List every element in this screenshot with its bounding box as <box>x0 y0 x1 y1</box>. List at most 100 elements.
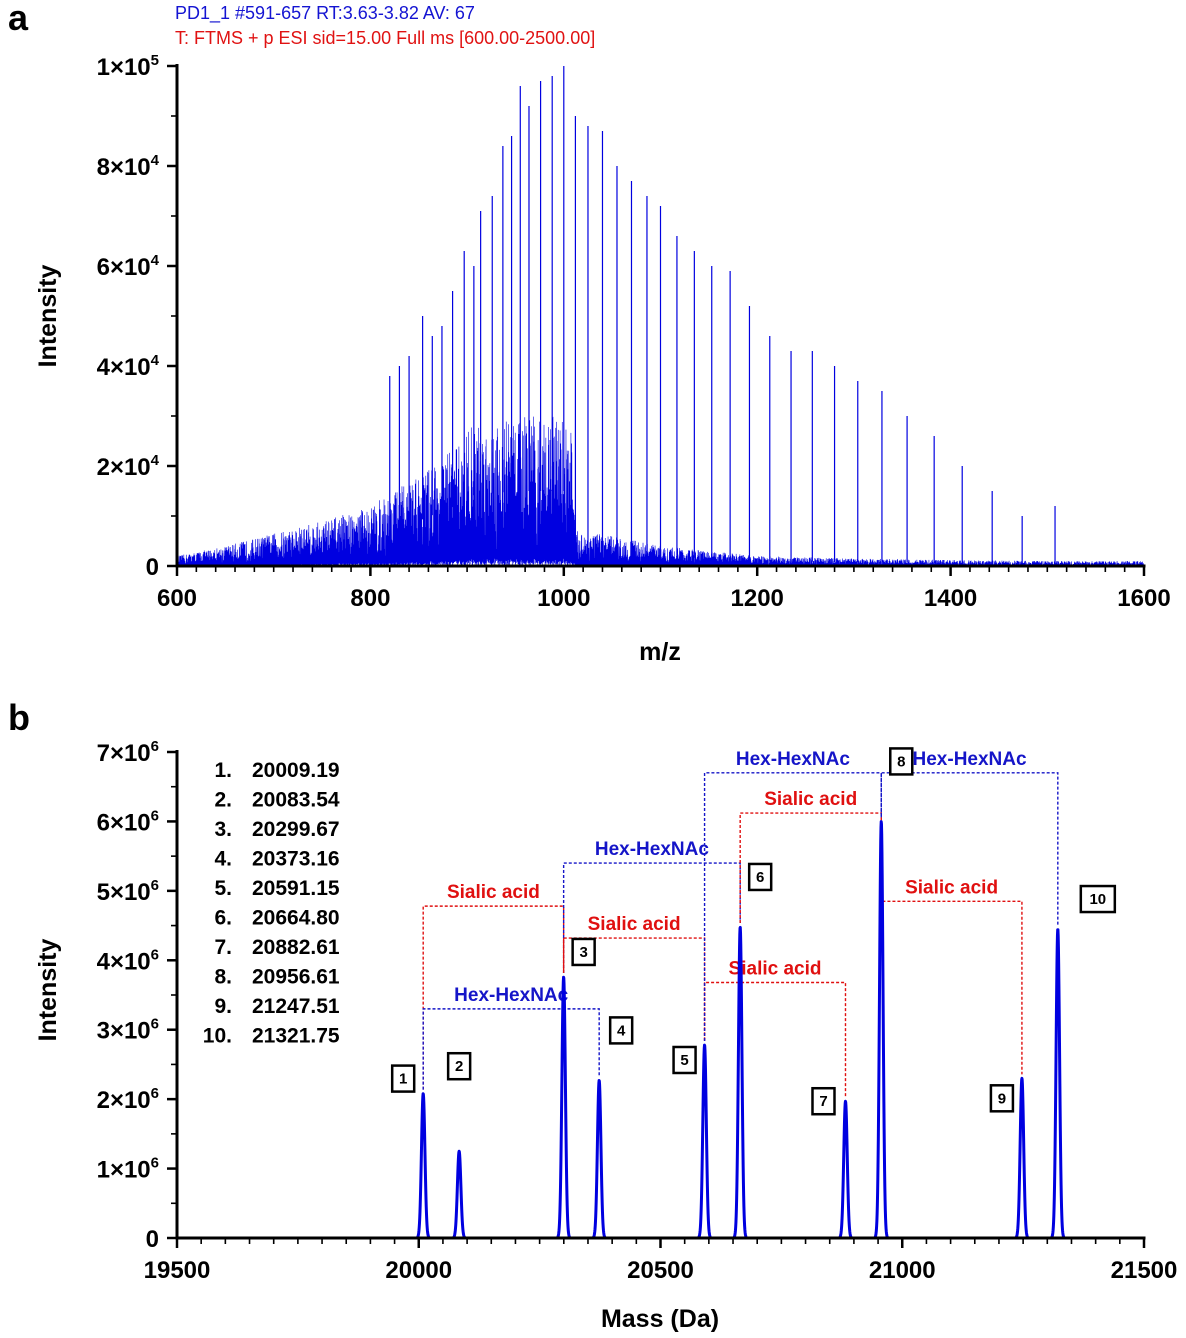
legend-mass: 20664.80 <box>252 907 340 930</box>
panel-b-peak-labels: 1 2 3 4 5 6 7 8 9 10 <box>390 747 1117 1116</box>
panel-b-letter: b <box>8 697 30 738</box>
legend-index: 5. <box>214 877 232 900</box>
peak-label-number: 8 <box>897 753 905 770</box>
peak-label-frame <box>989 1084 1015 1113</box>
panel-a-x-tick-label: 1400 <box>924 585 977 612</box>
peak-label-frame <box>608 1016 634 1045</box>
panel-b-y-tick-label: 3×106 <box>97 1016 159 1045</box>
peak-label-frame <box>811 1086 836 1116</box>
legend-mass: 21247.51 <box>252 995 340 1018</box>
panel-b-y-tick-label: 4×106 <box>97 946 159 975</box>
mass-shift-label: Sialic acid <box>447 882 540 903</box>
peak-label-number: 7 <box>819 1093 827 1110</box>
peak-label-box: 7 <box>811 1086 836 1116</box>
peak-label-box: 10 <box>1079 884 1117 914</box>
panel-a-x-tick-label: 1200 <box>731 585 784 612</box>
panel-a-y-tick-label: 8×104 <box>97 152 160 181</box>
mass-shift-annotation: Hex-HexNAc <box>562 839 741 973</box>
mass-shift-label: Hex-HexNAc <box>736 749 850 770</box>
peak-label-frame <box>1079 884 1117 914</box>
spectrum-header-scan: PD1_1 #591-657 RT:3.63-3.82 AV: 67 <box>175 3 475 24</box>
panel-a-y-tick-label: 1×105 <box>97 52 159 81</box>
panel-b-y-tick-label: 6×106 <box>97 807 159 836</box>
legend-mass: 21321.75 <box>252 1025 340 1048</box>
peak-label-box: 1 <box>390 1064 416 1093</box>
mass-shift-label: Sialic acid <box>764 789 857 810</box>
panel-a-y-tick-label: 6×104 <box>97 252 160 281</box>
peak-label-number: 10 <box>1089 891 1106 908</box>
panel-a-y-tick-label: 2×104 <box>97 452 160 481</box>
mass-shift-bracket <box>422 1008 600 1090</box>
mass-shift-bracket <box>422 905 565 1090</box>
panel-a-x-axis-title: m/z <box>639 638 681 666</box>
mass-shift-label: Sialic acid <box>905 877 998 898</box>
peak-label-box: 9 <box>989 1084 1015 1113</box>
peak-label-box: 8 <box>889 747 914 776</box>
panel-b-x-tick-label: 19500 <box>144 1257 211 1284</box>
mass-shift-annotation: Sialic acid <box>703 959 847 1098</box>
mass-shift-label: Hex-HexNAc <box>595 839 709 860</box>
legend-index: 3. <box>214 818 232 841</box>
peak-label-frame <box>747 862 773 892</box>
peak-label-box: 4 <box>608 1016 634 1045</box>
panel-b-x-tick-label: 20500 <box>627 1257 694 1284</box>
legend-index: 8. <box>214 966 232 989</box>
panel-a-letter: a <box>8 0 29 38</box>
peak-label-frame <box>390 1064 416 1093</box>
mass-shift-label: Sialic acid <box>588 914 681 935</box>
panel-b-y-axis-title: Intensity <box>34 939 62 1042</box>
mass-shift-bracket <box>880 772 1059 926</box>
panel-a-x-tick-label: 600 <box>157 585 197 612</box>
peak-label-frame <box>571 937 596 967</box>
panel-a-x-tick-label: 1000 <box>537 585 590 612</box>
legend-index: 7. <box>214 936 232 959</box>
legend-mass: 20591.15 <box>252 877 340 900</box>
mass-shift-label: Hex-HexNAc <box>454 985 568 1006</box>
panel-b-y-tick-label: 5×106 <box>97 877 159 906</box>
panel-b-x-axis-title: Mass (Da) <box>601 1305 719 1333</box>
mass-shift-bracket <box>739 812 882 923</box>
panel-a-axes: 600 800 1000 1200 1400 1600 0 2×104 4×104 6×104 8×… <box>97 52 1171 612</box>
mass-shift-bracket <box>703 981 847 1098</box>
panel-a-chart: PD1_1 #591-657 RT:3.63-3.82 AV: 67 T: FT… <box>34 3 1171 666</box>
mass-shift-bracket <box>562 862 741 973</box>
panel-b-y-tick-label: 0 <box>146 1226 159 1253</box>
mass-shift-bracket <box>880 817 1023 1075</box>
panel-a-y-tick-label: 4×104 <box>97 352 160 381</box>
legend-index: 9. <box>214 995 232 1018</box>
legend-mass: 20299.67 <box>252 818 340 841</box>
peak-mass-legend: 1. 20009.19 2. 20083.54 3. 20299.67 4. 20373.16… <box>203 759 340 1048</box>
panel-b-x-tick-label: 20000 <box>385 1257 452 1284</box>
legend-mass: 20009.19 <box>252 759 340 782</box>
spectrum-header-method: T: FTMS + p ESI sid=15.00 Full ms [600.0… <box>175 28 595 48</box>
panel-b-y-tick-label: 7×106 <box>97 738 159 767</box>
legend-index: 2. <box>214 789 232 812</box>
panel-b-x-tick-label: 21000 <box>869 1257 936 1284</box>
panel-a-spectrum <box>176 66 1145 567</box>
mass-shift-annotation: Sialic acid <box>562 914 706 1041</box>
legend-index: 10. <box>203 1025 232 1048</box>
peak-label-frame <box>889 747 914 776</box>
panel-b-y-tick-label: 2×106 <box>97 1085 159 1114</box>
peak-label-frame <box>446 1051 472 1081</box>
mass-shift-label: Hex-HexNAc <box>913 749 1027 770</box>
mass-shift-annotation: Hex-HexNAc <box>422 985 600 1090</box>
legend-mass: 20373.16 <box>252 848 340 871</box>
panel-b-y-tick-label: 1×106 <box>97 1155 159 1184</box>
peak-label-number: 2 <box>455 1058 463 1075</box>
panel-b-x-tick-label: 21500 <box>1111 1257 1178 1284</box>
peak-label-box: 6 <box>747 862 773 892</box>
legend-mass: 20956.61 <box>252 966 340 989</box>
legend-index: 1. <box>214 759 232 782</box>
peak-label-number: 9 <box>998 1090 1006 1107</box>
mass-shift-label: Sialic acid <box>729 959 822 980</box>
peak-label-box: 3 <box>571 937 596 967</box>
panel-a-x-tick-label: 800 <box>350 585 390 612</box>
panel-a-y-tick-label: 0 <box>146 554 159 581</box>
mass-shift-annotation: Sialic acid <box>739 789 882 923</box>
mass-shift-annotation: Sialic acid <box>880 817 1023 1075</box>
peak-label-number: 4 <box>617 1022 626 1039</box>
panel-b-chart: Sialic acid Hex-HexNAc Hex-HexNAc Sialic ac… <box>34 738 1177 1333</box>
legend-index: 4. <box>214 848 232 871</box>
